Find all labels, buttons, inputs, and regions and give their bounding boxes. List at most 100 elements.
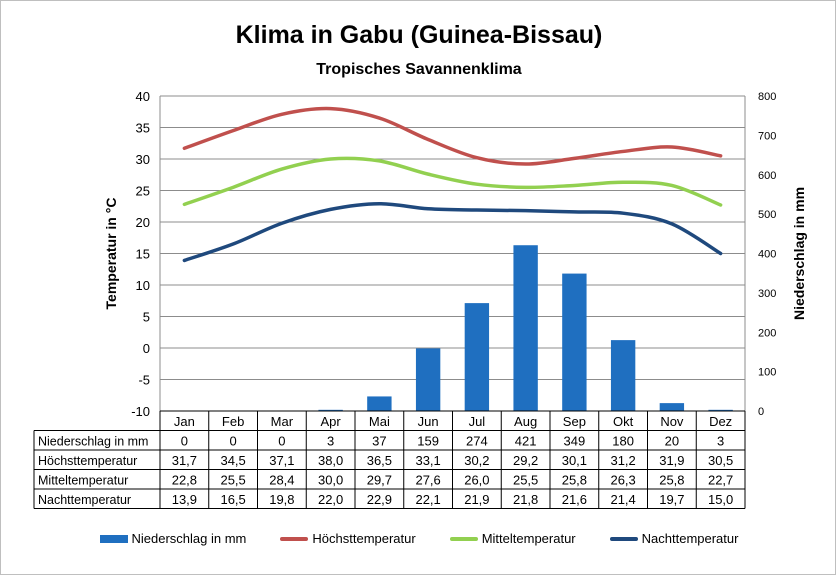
table-cell: 30,2 [464,453,489,468]
table-cell: 27,6 [415,473,440,488]
table-cell: 26,0 [464,473,489,488]
x-category-label: Feb [222,414,244,429]
x-category-label: Dez [709,414,732,429]
y-left-tick-label: 10 [136,278,150,293]
legend-swatch [280,536,309,541]
temperature-lines [182,106,723,263]
table-cell: 159 [417,434,439,449]
y-right-tick-label: 500 [758,209,776,221]
legend-item: Mitteltemperatur [449,531,576,546]
table-cell: 21,6 [562,492,587,507]
table-cell: 30,1 [562,453,587,468]
precipitation-bar [513,245,538,411]
x-category-label: Mai [369,414,390,429]
table-cell: 274 [466,434,488,449]
gridlines [160,95,745,412]
table-cell: 20 [665,434,679,449]
table-cell: 19,8 [269,492,294,507]
table-cell: 29,2 [513,453,538,468]
table-cell: 25,5 [513,473,538,488]
chart-legend: Niederschlag in mm Höchsttemperatur Mittel… [1,531,835,546]
table-cell: 36,5 [367,453,392,468]
x-category-label: Jun [418,414,439,429]
table-cell: 0 [230,434,237,449]
precipitation-bar [562,273,587,411]
y-right-tick-label: 300 [758,288,776,300]
table-cell: 180 [612,434,634,449]
legend-swatch [99,534,128,543]
y-left-tick-label: 25 [136,184,150,199]
table-cell: 34,5 [220,453,245,468]
table-cell: 22,0 [318,492,343,507]
y-left-tick-label: -10 [131,404,150,419]
table-cell: 31,2 [610,453,635,468]
table-cell: 3 [327,434,334,449]
table-cell: 13,9 [172,492,197,507]
table-cell: 38,0 [318,453,343,468]
y-right-tick-label: 0 [758,406,764,418]
x-category-label: Okt [613,414,634,429]
axes: 40 35 30 25 20 15 10 5 0 -5 -10 800 700 600 500 400 300 2… [103,89,807,419]
table-cell: 30,5 [708,453,733,468]
y-left-tick-label: -5 [138,373,150,388]
table-cell: 15,0 [708,492,733,507]
table-cell: 22,8 [172,473,197,488]
table-cell: 21,8 [513,492,538,507]
table-cell: 37,1 [269,453,294,468]
table-cell: 0 [278,434,285,449]
y-right-tick-label: 700 [758,130,776,142]
precipitation-bar [708,409,733,411]
legend-item: Niederschlag in mm [99,531,246,546]
legend-item: Nachttemperatur [609,531,739,546]
table-row-label: Nachttemperatur [38,493,131,507]
series-line [182,106,723,166]
y-right-tick-label: 600 [758,170,776,182]
table-cell: 25,5 [220,473,245,488]
precipitation-bar [318,409,343,411]
y-left-tick-label: 35 [136,121,150,136]
precipitation-bar [415,348,441,411]
table-cell: 349 [564,434,586,449]
table-cell: 25,8 [562,473,587,488]
table-cell: 22,7 [708,473,733,488]
table-cell: 19,7 [659,492,684,507]
table-cell: 16,5 [220,492,245,507]
data-table: Jan Feb Mar Apr Mai Jun Jul Aug Sep Okt Nov Dez Nied… [33,410,746,509]
table-cell: 31,7 [172,453,197,468]
table-cell: 31,9 [659,453,684,468]
legend-label: Nachttemperatur [641,531,739,546]
series-line [182,201,723,263]
y-left-tick-label: 20 [136,215,150,230]
table-cell: 22,9 [367,492,392,507]
table-cell: 33,1 [415,453,440,468]
table-cell: 37 [372,434,386,449]
y-left-tick-label: 40 [136,89,150,104]
table-row-label: Niederschlag in mm [38,435,148,449]
table-row-label: Höchsttemperatur [38,454,137,468]
table-cell: 22,1 [415,492,440,507]
y-left-tick-label: 30 [136,152,150,167]
y-left-axis-title: Temperatur in °C [103,198,119,310]
y-left-tick-label: 5 [143,310,150,325]
x-category-label: Jul [469,414,486,429]
legend-swatch [609,536,638,541]
x-category-label: Jan [174,414,195,429]
y-left-tick-label: 15 [136,247,150,262]
x-category-label: Mar [271,414,294,429]
legend-item: Höchsttemperatur [280,531,416,546]
table-cell: 21,4 [610,492,635,507]
legend-label: Mitteltemperatur [481,531,576,546]
y-right-tick-label: 400 [758,249,776,261]
table-row-label: Mitteltemperatur [38,474,128,488]
y-right-tick-label: 200 [758,327,776,339]
precipitation-bars [318,245,733,411]
table-cell: 28,4 [269,473,294,488]
precipitation-bar [464,303,490,411]
table-cell: 421 [515,434,537,449]
x-category-label: Nov [660,414,684,429]
x-category-label: Sep [563,414,586,429]
x-category-label: Apr [321,414,342,429]
x-category-label: Aug [514,414,537,429]
